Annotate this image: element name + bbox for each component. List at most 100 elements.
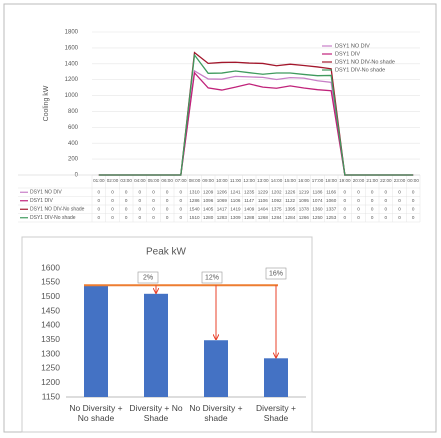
table-value: 1405 bbox=[203, 206, 214, 211]
table-value: 0 bbox=[152, 215, 155, 220]
y-tick-label: 1300 bbox=[41, 348, 60, 358]
x-tick-label: 15:00 bbox=[284, 178, 296, 183]
table-value: 0 bbox=[385, 215, 388, 220]
x-tick-label: 17:00 bbox=[312, 178, 324, 183]
table-value: 1186 bbox=[313, 189, 323, 194]
table-value: 0 bbox=[98, 215, 101, 220]
table-value: 0 bbox=[139, 189, 142, 194]
table-value: 0 bbox=[125, 206, 128, 211]
x-tick-label: 04:00 bbox=[134, 178, 146, 183]
table-value: 0 bbox=[125, 198, 128, 203]
table-value: 1309 bbox=[230, 215, 241, 220]
table-value: 1060 bbox=[326, 198, 337, 203]
table-value: 1235 bbox=[244, 189, 255, 194]
table-value: 1510 bbox=[189, 215, 200, 220]
table-value: 1409 bbox=[244, 206, 255, 211]
table-value: 0 bbox=[111, 215, 114, 220]
x-tick-label: 08:00 bbox=[189, 178, 201, 183]
y-tick-label: 1150 bbox=[42, 391, 61, 401]
annotation: 16% bbox=[269, 270, 283, 277]
x-tick-label: 18:00 bbox=[325, 178, 337, 183]
x-tick-label: Diversity + No Shade bbox=[129, 403, 183, 423]
table-value: 1147 bbox=[244, 198, 254, 203]
table-value: 1284 bbox=[285, 215, 296, 220]
table-value: 0 bbox=[398, 189, 401, 194]
table-value: 1096 bbox=[203, 198, 214, 203]
legend-label: DSY1 NO DIV bbox=[335, 43, 370, 49]
table-value: 0 bbox=[98, 198, 101, 203]
table-row-label: DSY1 NO DIV-No shade bbox=[30, 207, 85, 213]
table-value: 1074 bbox=[312, 198, 323, 203]
y-tick-label: 1800 bbox=[65, 30, 79, 36]
table-value: 0 bbox=[412, 198, 415, 203]
table-value: 0 bbox=[111, 198, 114, 203]
table-value: 1360 bbox=[312, 206, 323, 211]
x-tick-label: 12:00 bbox=[243, 178, 255, 183]
table-value: 1375 bbox=[271, 206, 282, 211]
table-value: 0 bbox=[139, 215, 142, 220]
bar bbox=[264, 358, 288, 397]
x-tick-label: 02:00 bbox=[107, 178, 119, 183]
x-tick-label: 19:00 bbox=[339, 178, 351, 183]
series-line bbox=[98, 71, 414, 176]
annotation-box bbox=[201, 271, 223, 284]
table-value: 1229 bbox=[258, 189, 269, 194]
y-tick-label: 0 bbox=[75, 173, 79, 179]
table-value: 0 bbox=[371, 189, 374, 194]
bar-panel bbox=[21, 236, 313, 433]
y-tick-label: 1600 bbox=[41, 262, 60, 272]
table-value: 0 bbox=[371, 215, 374, 220]
table-value: 0 bbox=[111, 206, 114, 211]
table-value: 1378 bbox=[299, 206, 310, 211]
x-tick-label: Diversity + Shade bbox=[256, 403, 296, 423]
table-value: 1253 bbox=[326, 215, 337, 220]
annotation: 2% bbox=[143, 274, 153, 281]
table-value: 0 bbox=[152, 206, 155, 211]
table-value: 0 bbox=[166, 189, 169, 194]
table-value: 0 bbox=[412, 206, 415, 211]
x-tick-label: 13:00 bbox=[257, 178, 269, 183]
table-value: 1106 bbox=[231, 198, 241, 203]
y-tick-label: 600 bbox=[68, 125, 79, 131]
bar bbox=[84, 285, 108, 397]
table-row-label: DSY1 DIV bbox=[30, 198, 53, 204]
table-value: 0 bbox=[344, 215, 347, 220]
annotation-box bbox=[265, 267, 287, 280]
table-value: 0 bbox=[357, 215, 360, 220]
series-line bbox=[98, 53, 414, 176]
table-value: 0 bbox=[357, 198, 360, 203]
table-value: 1069 bbox=[217, 198, 228, 203]
legend-label: DSY1 NO DIV-No shade bbox=[335, 59, 395, 65]
table-value: 1268 bbox=[258, 215, 269, 220]
table-value: 1241 bbox=[230, 189, 241, 194]
table-value: 0 bbox=[139, 206, 142, 211]
table-value: 0 bbox=[152, 198, 155, 203]
table-value: 1092 bbox=[271, 198, 282, 203]
table-value: 0 bbox=[371, 198, 374, 203]
x-tick-label: 21:00 bbox=[366, 178, 378, 183]
table-value: 1250 bbox=[312, 215, 323, 220]
table-value: 1419 bbox=[230, 206, 241, 211]
x-tick-label: 01:00 bbox=[93, 178, 105, 183]
y-tick-label: 1400 bbox=[65, 61, 79, 67]
y-tick-label: 1550 bbox=[41, 277, 60, 287]
x-tick-label: 03:00 bbox=[120, 178, 132, 183]
table-row-label: DSY1 NO DIV bbox=[30, 190, 62, 196]
chart-title: Peak kW bbox=[146, 247, 187, 258]
x-tick-label: 20:00 bbox=[353, 178, 365, 183]
x-tick-label: 05:00 bbox=[148, 178, 160, 183]
bar bbox=[204, 340, 228, 397]
table-row-label: DSY1 DIV-No shade bbox=[30, 215, 76, 221]
table-value: 1280 bbox=[203, 215, 214, 220]
y-tick-label: 1250 bbox=[41, 363, 60, 373]
legend-label: DSY1 DIV-No shade bbox=[335, 67, 385, 73]
table-value: 1310 bbox=[189, 189, 200, 194]
table-value: 0 bbox=[398, 206, 401, 211]
x-tick-label: 16:00 bbox=[298, 178, 310, 183]
bar bbox=[144, 293, 168, 397]
y-tick-label: 1200 bbox=[65, 77, 79, 83]
table-value: 0 bbox=[357, 189, 360, 194]
table-value: 1219 bbox=[299, 189, 310, 194]
table-value: 0 bbox=[385, 206, 388, 211]
